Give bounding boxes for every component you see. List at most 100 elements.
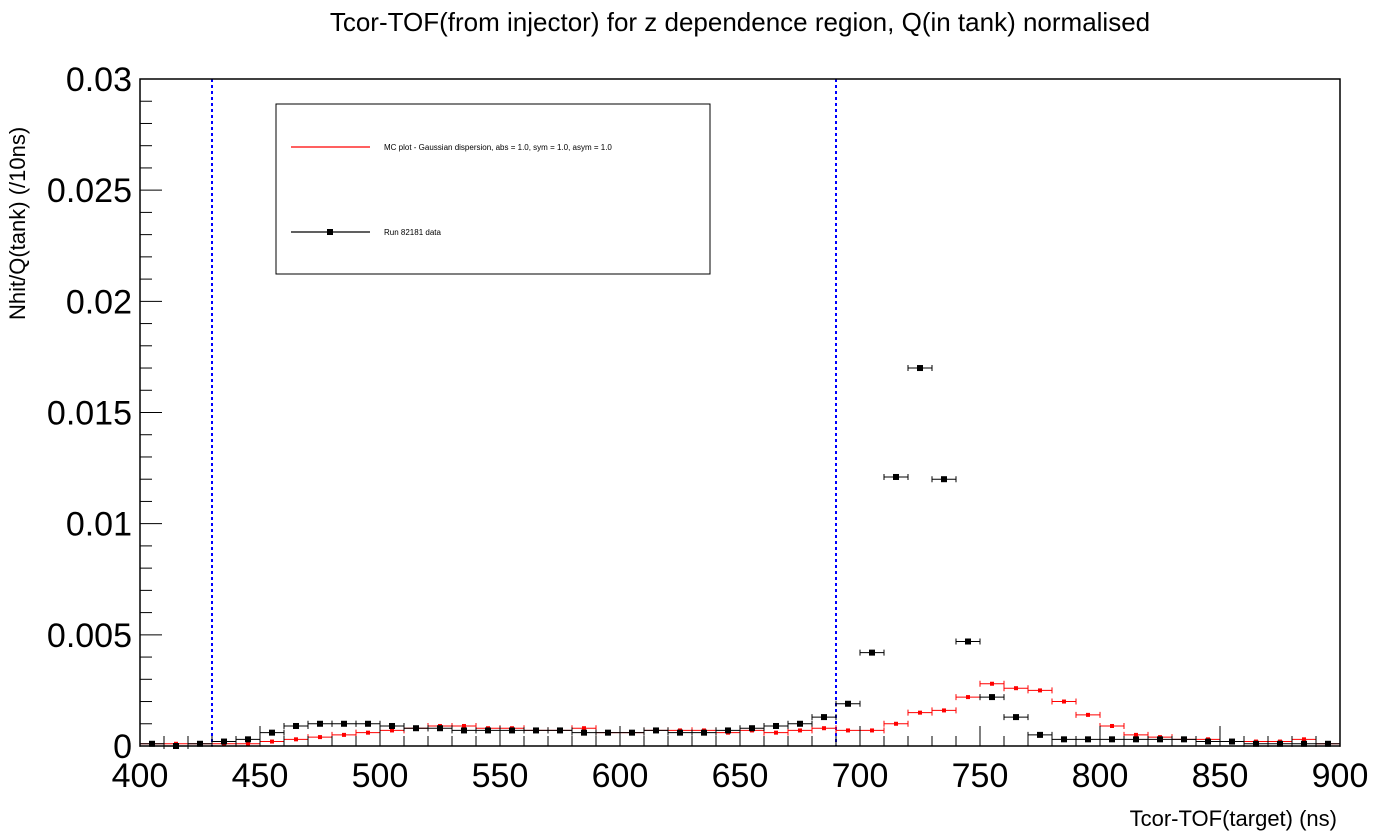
data-point (246, 741, 250, 746)
data-point (509, 727, 515, 734)
legend-label: Run 82181 data (384, 228, 441, 237)
data-point (341, 720, 347, 727)
data-point (1014, 686, 1018, 691)
legend-marker (327, 229, 333, 235)
data-point (1109, 736, 1115, 743)
x-axis-title: Tcor-TOF(target) (ns) (1130, 806, 1337, 831)
data-point (581, 729, 587, 736)
data-point (677, 729, 683, 736)
data-point (149, 740, 155, 747)
data-point (318, 735, 322, 740)
data-point (317, 720, 323, 727)
data-point (870, 728, 874, 733)
data-point (798, 728, 802, 733)
data-point (1302, 737, 1306, 742)
data-point (270, 739, 274, 744)
data-point (437, 725, 443, 732)
data-point (797, 720, 803, 727)
data-point (1133, 736, 1139, 743)
y-axis-title: Nhit/Q(tank) (/10ns) (5, 127, 30, 320)
y-tick-label: 0.03 (66, 61, 132, 99)
x-tick-label: 800 (1072, 757, 1129, 795)
data-point (821, 714, 827, 721)
data-point (1205, 738, 1211, 745)
x-tick-label: 550 (472, 757, 529, 795)
data-point (917, 365, 923, 372)
data-point (846, 728, 850, 733)
x-tick-label: 750 (952, 757, 1009, 795)
data-point (774, 730, 778, 735)
data-point (221, 738, 227, 745)
y-tick-label: 0.005 (47, 617, 132, 655)
data-point (701, 729, 707, 736)
data-point (1229, 738, 1235, 745)
data-point (557, 727, 563, 734)
data-point (1325, 740, 1331, 747)
data-point (365, 720, 371, 727)
data-point (1181, 736, 1187, 743)
data-point (893, 473, 899, 480)
y-tick-label: 0 (113, 728, 132, 766)
data-point (990, 681, 994, 686)
data-point (941, 476, 947, 483)
x-tick-label: 650 (712, 757, 769, 795)
data-point (989, 694, 995, 701)
data-point (461, 727, 467, 734)
data-point (725, 727, 731, 734)
data-point (245, 736, 251, 743)
legend-label: MC plot - Gaussian dispersion, abs = 1.0… (384, 143, 612, 152)
data-point (966, 695, 970, 700)
data-point (942, 708, 946, 713)
x-tick-label: 600 (592, 757, 649, 795)
legend-box (275, 103, 711, 275)
data-point (366, 730, 370, 735)
data-point (1086, 712, 1090, 717)
x-tick-label: 500 (352, 757, 409, 795)
axis-ticks-layer (139, 78, 1341, 747)
data-point (894, 721, 898, 726)
data-point (653, 727, 659, 734)
data-point (582, 726, 586, 731)
data-point (1013, 714, 1019, 721)
data-point (197, 740, 203, 747)
data-point (773, 722, 779, 729)
y-tick-label: 0.015 (47, 395, 132, 433)
y-tick-label: 0.025 (47, 172, 132, 210)
data-point (1301, 740, 1307, 747)
data-point (269, 729, 275, 736)
data-point (1037, 731, 1043, 738)
data-point (1157, 736, 1163, 743)
tick-labels-layer: 400 450 500 550 600 650 700 750 800 850 900 0 0.005 0… (47, 61, 1368, 795)
x-tick-label: 450 (232, 757, 289, 795)
data-point (845, 700, 851, 707)
data-point (342, 732, 346, 737)
legend: MC plot - Gaussian dispersion, abs = 1.0… (275, 103, 711, 275)
chart-title: Tcor-TOF(from injector) for z dependence… (330, 7, 1150, 37)
data-point (965, 638, 971, 645)
data-point (485, 727, 491, 734)
y-tick-label: 0.01 (66, 506, 132, 544)
data-point (1110, 723, 1114, 728)
data-point (1038, 688, 1042, 693)
data-point (749, 725, 755, 732)
y-tick-label: 0.02 (66, 283, 132, 321)
x-tick-label: 900 (1312, 757, 1369, 795)
data-point (390, 728, 394, 733)
data-point (413, 725, 419, 732)
data-point (462, 723, 466, 728)
data-point (1061, 736, 1067, 743)
x-tick-label: 850 (1192, 757, 1249, 795)
data-point (1062, 699, 1066, 704)
data-point (1253, 740, 1259, 747)
data-point (293, 722, 299, 729)
data-point (918, 710, 922, 715)
x-tick-label: 400 (112, 757, 169, 795)
data-point (1085, 736, 1091, 743)
data-point (629, 729, 635, 736)
data-point (1134, 732, 1138, 737)
data-point (1277, 740, 1283, 747)
x-tick-label: 700 (832, 757, 889, 795)
data-point (533, 727, 539, 734)
data-point (869, 649, 875, 656)
